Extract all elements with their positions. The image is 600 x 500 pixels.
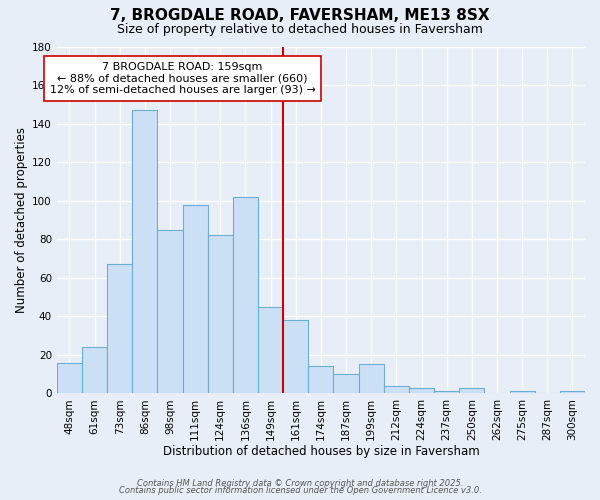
Bar (283, 320, 308, 394)
Text: 7, BROGDALE ROAD, FAVERSHAM, ME13 8SX: 7, BROGDALE ROAD, FAVERSHAM, ME13 8SX (110, 8, 490, 22)
Bar (409, 388, 434, 394)
Bar (384, 386, 409, 394)
Text: 7 BROGDALE ROAD: 159sqm
← 88% of detached houses are smaller (660)
12% of semi-d: 7 BROGDALE ROAD: 159sqm ← 88% of detache… (50, 62, 316, 95)
Bar (57, 362, 82, 394)
Y-axis label: Number of detached properties: Number of detached properties (15, 127, 28, 313)
Text: Contains HM Land Registry data © Crown copyright and database right 2025.: Contains HM Land Registry data © Crown c… (137, 478, 463, 488)
Bar (459, 388, 484, 394)
Bar (434, 392, 459, 394)
Bar (208, 236, 233, 394)
Text: Contains public sector information licensed under the Open Government Licence v3: Contains public sector information licen… (119, 486, 481, 495)
Bar (334, 374, 359, 394)
Bar (157, 230, 182, 394)
Bar (233, 197, 258, 394)
Bar (82, 347, 107, 394)
Bar (132, 110, 157, 394)
Bar (258, 306, 283, 394)
Bar (107, 264, 132, 394)
Bar (359, 364, 384, 394)
X-axis label: Distribution of detached houses by size in Faversham: Distribution of detached houses by size … (163, 444, 479, 458)
Bar (509, 392, 535, 394)
Bar (308, 366, 334, 394)
Bar (182, 204, 208, 394)
Text: Size of property relative to detached houses in Faversham: Size of property relative to detached ho… (117, 22, 483, 36)
Bar (560, 392, 585, 394)
